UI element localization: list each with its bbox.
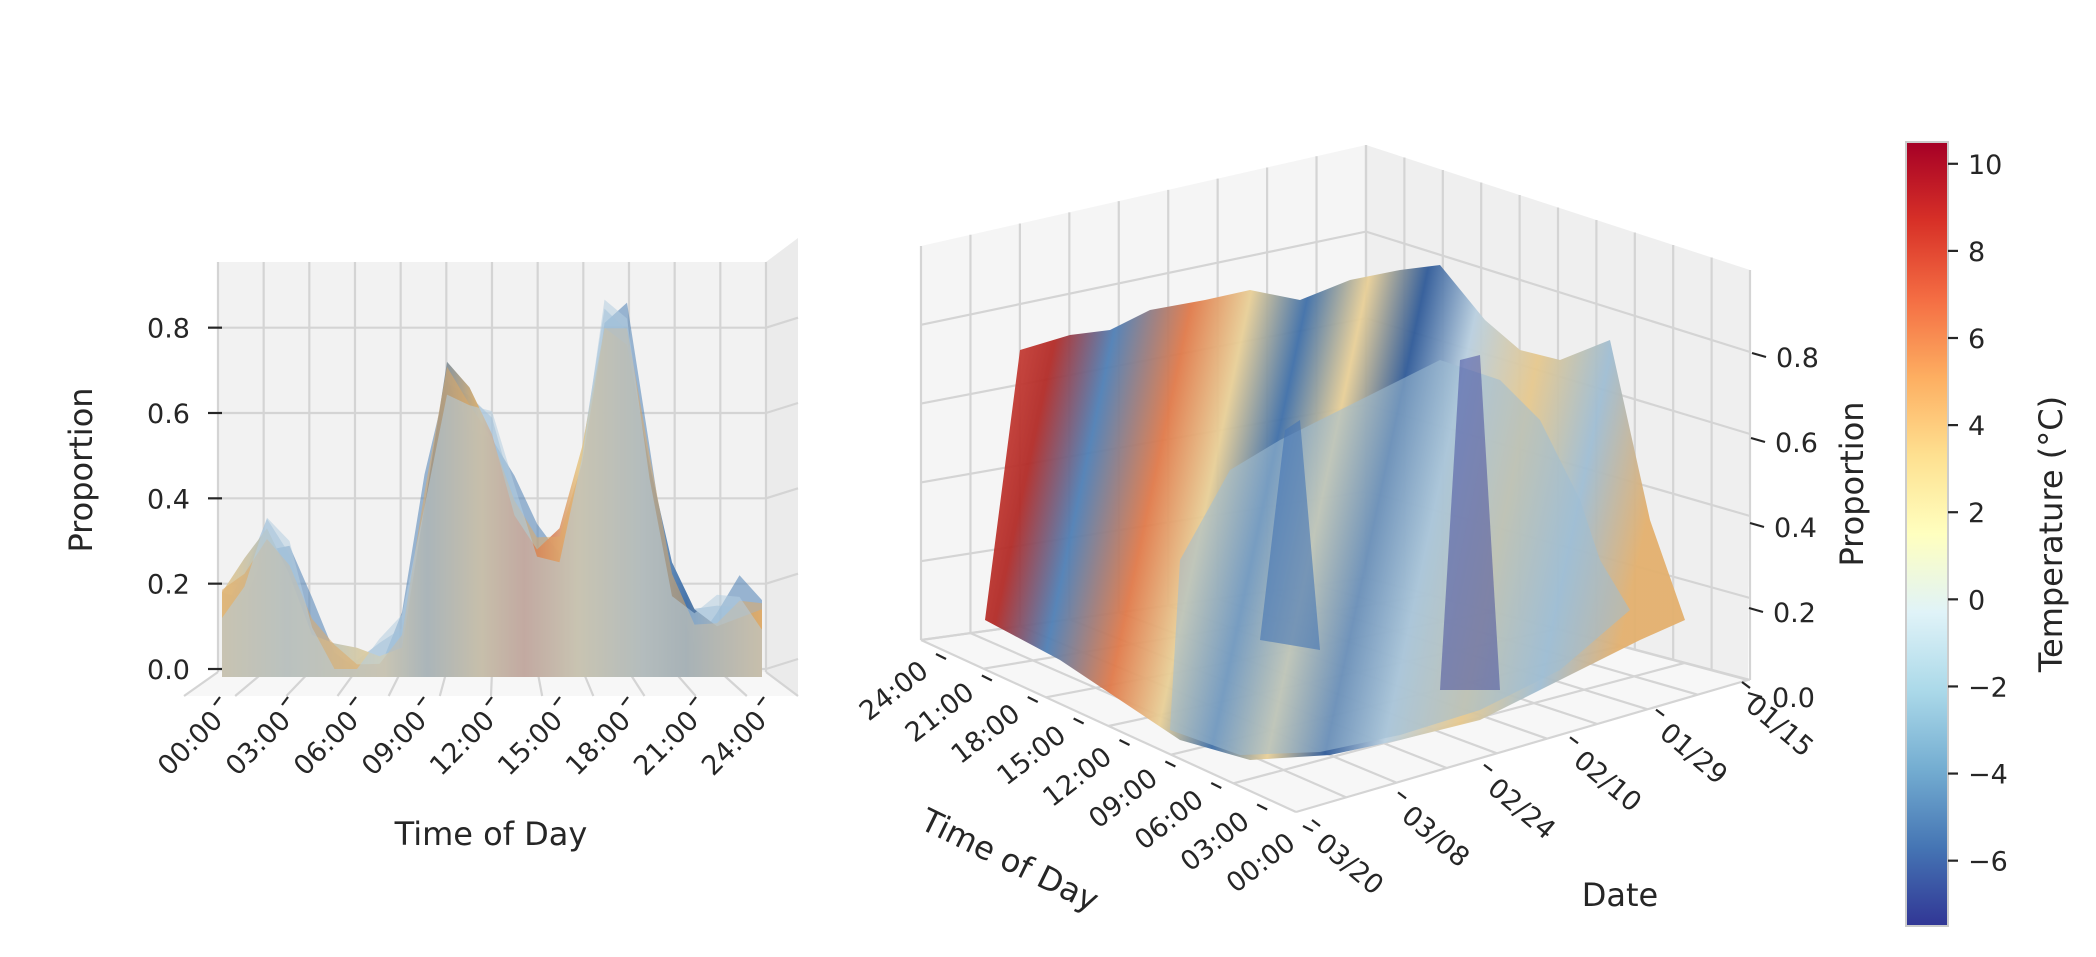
right-ytick-label: 01/29: [1654, 717, 1734, 791]
right-ytick-label: 03/20: [1310, 828, 1390, 902]
right-ztick-mark: [1751, 351, 1767, 359]
left-side-grid: [765, 316, 799, 329]
right-ytick-label: 02/10: [1568, 745, 1648, 819]
left-xtick-label: 24:00: [696, 705, 773, 782]
right-ytick-mark: [1397, 791, 1407, 800]
colorbar-tick-label: 0: [1968, 585, 1985, 616]
left-xtick-label: 00:00: [152, 705, 229, 782]
right-xtick-mark: [1256, 803, 1268, 811]
right-ytick-mark: [1655, 708, 1665, 717]
left-ylabel: Proportion: [62, 387, 100, 552]
right-ztick-mark: [1750, 436, 1766, 444]
left-xtick-label: 03:00: [220, 705, 297, 782]
right-zlabel: Proportion: [1833, 401, 1871, 566]
colorbar-label: Temperature (°C): [2032, 396, 2070, 673]
left-surface-ribbon: [222, 299, 762, 677]
colorbar-tick-label: 6: [1968, 324, 1985, 355]
right-xtick-mark: [1027, 696, 1039, 703]
right-floor-grid: [1295, 678, 1749, 814]
left-side-grid: [765, 657, 799, 671]
right-ztick-label: 0.6: [1775, 428, 1818, 459]
left-xtick-mark: [757, 696, 765, 706]
left-ytick-label: 0.4: [147, 484, 190, 515]
left-xtick-mark: [417, 696, 425, 706]
left-floor-grid: [765, 671, 799, 697]
left-xlabel: Time of Day: [394, 815, 588, 853]
right-zgrid: [920, 230, 1751, 354]
right-ytick-label: 03/08: [1396, 800, 1476, 874]
right-xlabel: Time of Day: [914, 800, 1105, 919]
left-xtick-mark: [213, 696, 221, 706]
right-ztick-label: 0.4: [1774, 513, 1817, 544]
right-ytick-mark: [1311, 819, 1321, 827]
left-xtick-label: 12:00: [424, 705, 501, 782]
left-surface: [222, 299, 762, 677]
right-xtick-mark: [1164, 760, 1176, 768]
left-xtick-mark: [621, 696, 629, 706]
right-ylabel: Date: [1582, 876, 1658, 914]
left-xtick-label: 21:00: [628, 705, 705, 782]
left-xtick-mark: [689, 696, 697, 706]
right-xtick-mark: [1073, 717, 1085, 725]
colorbar: 10 8 6 4 2 0 −2 −4 −6 Temperature (°C): [1905, 141, 2070, 927]
right-surface-band: [1260, 420, 1320, 650]
right-ztick-mark: [1748, 606, 1764, 614]
right-ztick-label: 0.2: [1773, 598, 1816, 629]
colorbar-ticks: 10 8 6 4 2 0 −2 −4 −6: [1948, 150, 2008, 878]
left-xtick-label: 18:00: [560, 705, 637, 782]
left-ytick-label: 0.6: [147, 399, 190, 430]
right-ytick-mark: [1741, 681, 1751, 689]
right-ztick-mark: [1749, 521, 1765, 529]
left-xtick-label: 09:00: [356, 705, 433, 782]
left-xtick-mark: [485, 696, 493, 706]
left-ytick-label: 0.8: [147, 314, 190, 345]
right-xtick-mark: [981, 674, 993, 682]
colorbar-gradient: [1905, 141, 1949, 927]
right-surface: [985, 265, 1685, 760]
right-ztick-label: 0.0: [1772, 683, 1815, 714]
colorbar-tick-label: 4: [1968, 411, 1985, 442]
colorbar-tick-label: −2: [1968, 672, 2008, 703]
colorbar-tick-label: 2: [1968, 498, 1985, 529]
right-ytick-mark: [1569, 736, 1579, 745]
right-xtick-mark: [1119, 739, 1130, 746]
right-chart: 24:0021:0018:0015:0012:0009:0006:0003:00…: [854, 145, 1871, 919]
left-xtick-label: 06:00: [288, 705, 365, 782]
colorbar-tick-label: −4: [1968, 760, 2008, 791]
right-xtick-mark: [1210, 782, 1222, 789]
right-ztick-label: 0.8: [1776, 343, 1819, 374]
right-surface-band: [1440, 355, 1500, 690]
colorbar-tick-label: 10: [1968, 150, 2002, 181]
right-ztick-mark: [1747, 691, 1763, 699]
left-chart: 0.0 0.2 0.4 0.6 0.8 00:0003:0006:0009:0012:00…: [62, 238, 799, 853]
left-side-grid: [765, 572, 799, 585]
left-xtick-mark: [281, 696, 289, 706]
left-side-pane: [766, 238, 798, 696]
left-xtick-mark: [553, 696, 561, 706]
colorbar-tick-label: −6: [1968, 847, 2008, 878]
left-side-grid: [765, 401, 799, 415]
left-floor-grid: [183, 671, 219, 697]
right-xtick-mark: [1302, 825, 1314, 832]
colorbar-tick-label: 8: [1968, 237, 1985, 268]
left-side-grid: [765, 487, 799, 500]
right-ytick-mark: [1483, 763, 1493, 772]
left-ytick-label: 0.0: [147, 655, 190, 686]
left-ytick-label: 0.2: [147, 570, 190, 601]
left-xtick-label: 15:00: [492, 705, 569, 782]
right-xtick-mark: [935, 653, 947, 660]
right-ytick-label: 02/24: [1482, 772, 1562, 846]
left-xtick-mark: [349, 696, 357, 706]
